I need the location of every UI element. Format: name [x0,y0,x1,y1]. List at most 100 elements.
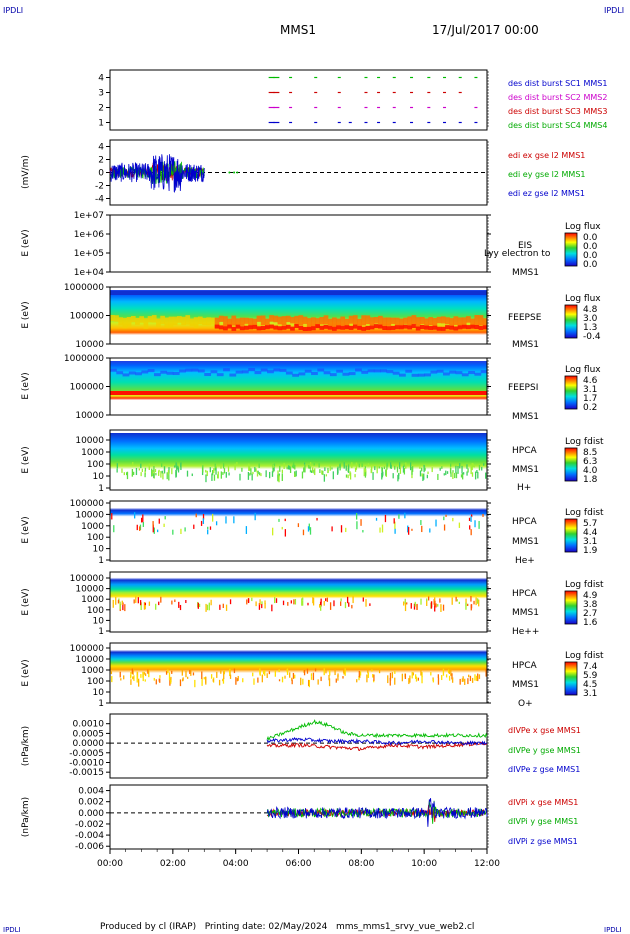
feepse-hot-cell [432,325,438,330]
hplus-speckle-cell [471,472,474,477]
oplus-speckle-cell [478,674,481,679]
heplus-speckle-cell [202,513,205,520]
heplusplus-speckle-cell [275,598,278,603]
feepse-band-cell [470,318,475,328]
feepse-band-cell [264,318,270,328]
heplusplus-speckle-cell [112,599,114,608]
feepsi-blue-cell [147,369,155,373]
feepse-band-cell [210,317,216,325]
oplus-speckle-cell [474,674,476,681]
feepsi-blue-cell [298,372,306,376]
heplus-speckle-cell [394,521,396,529]
oplus-speckle-cell [132,668,134,675]
heplus-speckle-cell [470,516,472,522]
heplusplus-speckle-cell [312,597,315,606]
heplus-speckle-cell [281,526,283,530]
heplus-speckle-cell [184,527,186,532]
hplus-speckle-cell [361,463,363,467]
oplus-tick-label: 10 [93,688,105,698]
heplus-speckle-cell [308,523,310,531]
feepse-band-cell [386,317,392,326]
hplus-speckle-cell [177,465,179,470]
hplus-tick-label: 1 [98,484,104,494]
oplus-speckle-cell [289,672,291,678]
hplus-speckle-cell [310,470,313,473]
hplus-speckle-cell [478,464,481,471]
heplus-spacecraft-label: MMS1 [512,537,539,547]
hplus-speckle-cell [421,473,423,477]
feepse-band-cell [244,317,249,324]
oplus-speckle-cell [378,668,381,674]
feepse-band-cell [281,316,287,326]
heplusplus-speckle-cell [222,603,224,609]
feepse-hot-cell [386,326,392,331]
oplus-speckle-cell [216,671,218,678]
oplus-speckle-cell [120,678,122,681]
panel-divpe-lines [110,719,488,752]
heplusplus-speckle-cell [301,598,303,606]
hplus-speckle-cell [452,470,454,473]
oplus-speckle-cell [140,674,142,678]
colorbar-title: Log fdist [565,437,604,447]
hplus-speckle-cell [248,463,250,471]
hplus-speckle-cell [457,465,459,474]
feepse-hot-cell [453,326,459,331]
feepse-band-cell [348,315,354,324]
oplus-speckle-cell [257,677,259,683]
time-axis: 00:00 02:00 04:00 06:00 08:00 10:00 12:00 [97,849,500,869]
feepsi-blue-cell [411,373,419,377]
hplus-speckle-cell [321,470,323,475]
oplus-speckle-cell [130,671,132,678]
heplus-speckle-cell [435,519,437,527]
divpe-legend-x: dIVPe x gse MMS1 [508,726,581,735]
feepse-band-cell [315,318,320,329]
heplusplus-speckle-cell [140,602,142,611]
divpi-legend-y: dIVPi y gse MMS1 [508,817,578,826]
hplus-speckle-cell [343,462,345,469]
heplus-speckle-cell [469,525,471,530]
heplusplus-tick-label: 10 [93,616,105,626]
feepse-band-cell [168,316,174,328]
heplusplus-speckle-cell [135,596,137,603]
colorbar-tick-label: 3.1 [583,537,597,547]
feepse-intensity-bands [110,291,488,331]
feepse-hot-cell [445,325,450,330]
feepsi-blue-cell [285,371,293,375]
heplus-tick-label: 100000 [70,499,105,509]
heplus-speckle-cell [381,524,384,533]
oplus-speckle-cell [389,677,391,686]
heplus-speckle-cell [411,528,413,531]
heplus-speckle-cell [316,517,318,521]
oplus-speckle-cell [182,677,184,681]
feepsi-blue-cell [443,372,450,376]
feepsi-spacecraft-label: MMS1 [512,412,539,422]
feepse-band-cell [185,315,191,325]
oplus-speckle-cell [310,676,313,680]
heplus-speckle-cell [233,516,235,524]
hplus-tick-label: 10000 [75,436,104,446]
heplusplus-speckle-cell [282,600,285,606]
feepse-band-cell [114,315,119,322]
hplus-speckle-cell [372,471,374,480]
feepsi-blue-cell [116,371,124,375]
heplus-speckle-cell [474,520,476,528]
heplusplus-speckle-cell [171,600,173,605]
oplus-speckle-cell [229,674,232,679]
feepse-band-cell [482,318,488,329]
oplus-tick-label: 1 [98,699,104,709]
panel-hpca-hplus: 10000 1000 100 10 1 E (eV) HPCA MMS1 H+ [21,429,539,494]
hplus-speckle-cell [283,462,285,470]
oplus-spacecraft-label: MMS1 [512,680,539,690]
divpi-legend-x: dIVPi x gse MMS1 [508,798,578,807]
burst-tick-label: 1 [98,119,104,129]
feepse-band-cell [357,318,362,330]
hplus-speckle-cell [309,462,312,465]
colorbar-tick-label: 0.0 [583,251,598,261]
hplus-speckle-cell [141,468,143,473]
heplusplus-speckle-cell [319,604,321,608]
heplus-speckle-cell [375,517,378,521]
time-tick-label: 10:00 [411,859,437,869]
hplus-instrument-label: HPCA [512,446,537,456]
